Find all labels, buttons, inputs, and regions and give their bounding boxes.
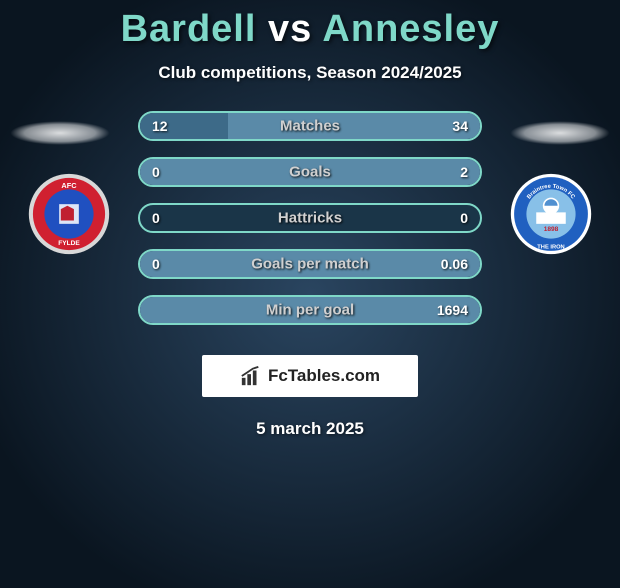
stat-label: Goals per match <box>251 256 369 273</box>
stat-value-right: 0.06 <box>441 256 468 272</box>
stat-value-left: 12 <box>152 118 168 134</box>
stat-value-right: 34 <box>452 118 468 134</box>
comparison-content: AFC FYLDE 1898 Braintree Town FC THE IRO… <box>0 111 620 351</box>
stat-label: Hattricks <box>278 210 342 227</box>
club-badge-right: 1898 Braintree Town FC THE IRON <box>510 173 592 255</box>
vs-text: vs <box>268 8 312 50</box>
stat-value-right: 0 <box>460 210 468 226</box>
date-text: 5 march 2025 <box>0 419 620 439</box>
subtitle: Club competitions, Season 2024/2025 <box>0 63 620 83</box>
stat-bar-matches: 12 34 Matches <box>138 111 482 141</box>
stat-label: Min per goal <box>266 302 354 319</box>
stat-value-right: 1694 <box>437 302 468 318</box>
stat-bar-min-per-goal: 1694 Min per goal <box>138 295 482 325</box>
stat-bar-goals: 0 2 Goals <box>138 157 482 187</box>
svg-text:FYLDE: FYLDE <box>58 240 80 247</box>
stat-bar-goals-per-match: 0 0.06 Goals per match <box>138 249 482 279</box>
badge-right-svg: 1898 Braintree Town FC THE IRON <box>510 173 592 255</box>
stat-value-left: 0 <box>152 164 160 180</box>
stat-bars: 12 34 Matches 0 2 Goals 0 0 Hattricks 0 0.06 Goals … <box>138 111 482 341</box>
player2-name: Annesley <box>322 8 499 50</box>
stat-label: Matches <box>280 118 340 135</box>
stat-label: Goals <box>289 164 331 181</box>
svg-text:THE IRON: THE IRON <box>537 244 564 250</box>
club-badge-left: AFC FYLDE <box>28 173 110 255</box>
shadow-left <box>10 121 110 145</box>
badge-left-svg: AFC FYLDE <box>28 173 110 255</box>
branding-text: FcTables.com <box>268 366 380 386</box>
shadow-right <box>510 121 610 145</box>
player1-name: Bardell <box>121 8 257 50</box>
stat-value-left: 0 <box>152 210 160 226</box>
stat-bar-hattricks: 0 0 Hattricks <box>138 203 482 233</box>
svg-text:AFC: AFC <box>61 181 77 190</box>
stat-value-left: 0 <box>152 256 160 272</box>
stat-value-right: 2 <box>460 164 468 180</box>
branding-box: FcTables.com <box>202 355 418 397</box>
chart-icon <box>240 365 262 387</box>
comparison-title: Bardell vs Annesley <box>0 8 620 51</box>
fill-right <box>228 113 480 139</box>
svg-text:1898: 1898 <box>544 226 559 233</box>
